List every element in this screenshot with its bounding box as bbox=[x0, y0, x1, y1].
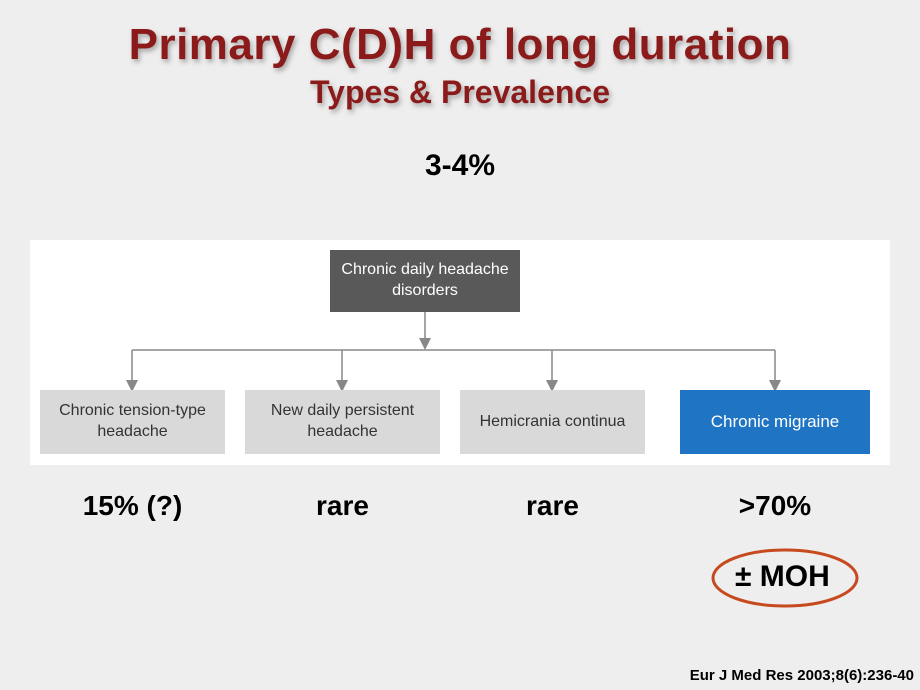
prevalence-label-1: rare bbox=[245, 490, 440, 522]
citation: Eur J Med Res 2003;8(6):236-40 bbox=[690, 667, 914, 684]
chart-child-node-1: New daily persistent headache bbox=[245, 390, 440, 454]
title-block: Primary C(D)H of long duration Types & P… bbox=[0, 0, 920, 111]
title-sub: Types & Prevalence bbox=[0, 74, 920, 111]
prevalence-label-2: rare bbox=[460, 490, 645, 522]
prevalence-label-3: >70% bbox=[680, 490, 870, 522]
slide: Primary C(D)H of long duration Types & P… bbox=[0, 0, 920, 690]
prevalence-label-0: 15% (?) bbox=[40, 490, 225, 522]
annotation-text: ± MOH bbox=[735, 560, 830, 594]
chart-root-node: Chronic daily headache disorders bbox=[330, 250, 520, 312]
chart-child-node-0: Chronic tension-type headache bbox=[40, 390, 225, 454]
top-prevalence: 3-4% bbox=[0, 149, 920, 183]
bottom-labels: 15% (?) rare rare >70% bbox=[30, 490, 890, 530]
title-main: Primary C(D)H of long duration bbox=[0, 20, 920, 70]
chart-area: Chronic daily headache disorders Chronic … bbox=[30, 240, 890, 470]
chart-child-node-2: Hemicrania continua bbox=[460, 390, 645, 454]
chart-child-node-3: Chronic migraine bbox=[680, 390, 870, 454]
